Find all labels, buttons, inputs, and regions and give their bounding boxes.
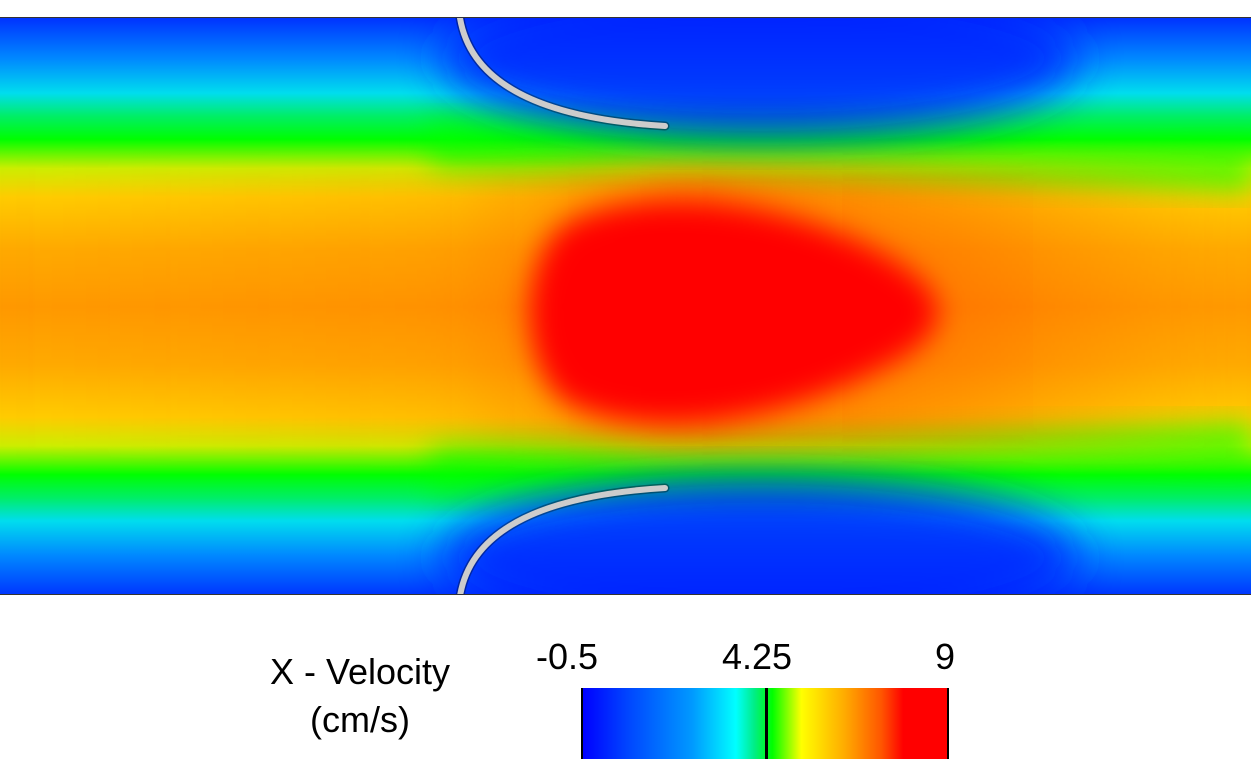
colorbar-min-label: -0.5 (536, 636, 599, 677)
colorbar-mid-label: 4.25 (722, 636, 793, 677)
velocity-field-panel (0, 17, 1251, 595)
lower-wake-region (440, 478, 1080, 594)
lower-leaflet (457, 485, 668, 594)
upper-wake-region (440, 18, 1080, 138)
legend-variable-label: X - Velocity (269, 651, 451, 692)
high-velocity-core (530, 201, 938, 423)
colorbar-max-label: 9 (935, 636, 956, 677)
legend-units-label: (cm/s) (310, 699, 410, 740)
colorbar-mid-tick (765, 688, 768, 759)
velocity-contour-plot (0, 18, 1251, 594)
upper-leaflet (457, 18, 668, 129)
